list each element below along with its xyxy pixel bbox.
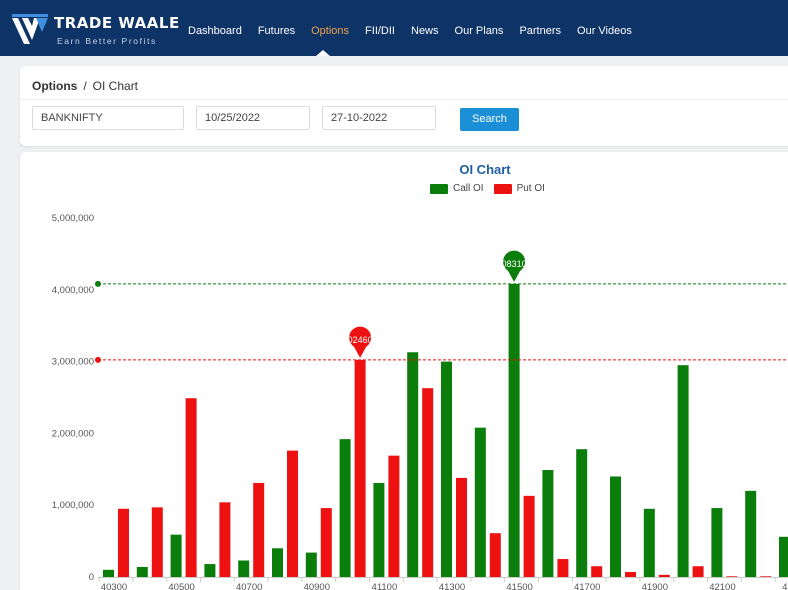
- brand-name: TRADE WAALE: [54, 14, 180, 32]
- x-tick-label: 424: [782, 582, 788, 590]
- call-oi-bar-40300: [103, 569, 114, 577]
- to-date-input[interactable]: 27-10-2022: [322, 106, 436, 130]
- nav-item-futures[interactable]: Futures: [257, 25, 296, 37]
- oi-bar-chart: 0 1,000,000 2,000,000 3,000,000 4,000,000 5,0…: [52, 213, 788, 590]
- x-tick-label: 40500: [168, 582, 194, 590]
- legend-put-label: Put OI: [516, 183, 545, 194]
- put-oi-bar-42200: [760, 576, 772, 577]
- y-tick-label: 1,000,000: [52, 500, 94, 511]
- call-oi-bar-41800: [610, 476, 621, 577]
- call-max-label: 4083100: [497, 259, 532, 269]
- call-oi-bar-40900: [305, 552, 317, 577]
- oi-chart-card: OI Chart Call OI Put OI 0 1,000,000 2,000,…: [20, 152, 788, 590]
- x-tick-label: 41100: [372, 582, 398, 590]
- call-oi-bar-40600: [204, 564, 216, 577]
- panel-divider: [20, 99, 788, 100]
- filter-panel: Options / OI Chart BANKNIFTY 10/25/2022 27…: [20, 66, 788, 146]
- put-oi-bar-40500: [185, 398, 197, 577]
- put-oi-bar-40600: [219, 502, 231, 577]
- legend-put-oi[interactable]: Put OI: [493, 183, 545, 194]
- call-oi-bar-40400: [136, 566, 148, 577]
- call-oi-bar-41700: [576, 449, 588, 577]
- put-oi-bar-41100: [388, 455, 400, 577]
- breadcrumb-current: OI Chart: [92, 79, 139, 93]
- put-oi-bar-41000: [354, 359, 366, 577]
- legend-call-oi[interactable]: Call OI: [430, 183, 484, 194]
- breadcrumb-parent[interactable]: Options: [32, 79, 78, 93]
- put-oi-bar-41700: [591, 566, 603, 577]
- call-oi-bar-41600: [542, 470, 554, 577]
- put-oi-bar-40700: [253, 482, 265, 577]
- x-tick-label: 41900: [642, 582, 668, 590]
- x-tick-label: 40300: [101, 582, 127, 590]
- legend-put-swatch: [493, 183, 512, 194]
- x-tick-label: 41500: [506, 582, 532, 590]
- call-oi-bar-41200: [407, 352, 419, 577]
- call-max-pin-icon: [503, 250, 526, 282]
- symbol-select[interactable]: BANKNIFTY: [32, 106, 184, 130]
- y-tick-label: 0: [89, 572, 94, 583]
- x-tick-label: 41300: [439, 582, 465, 590]
- x-tick-label: 41700: [574, 582, 600, 590]
- call-oi-bar-41000: [339, 439, 351, 577]
- y-tick-label: 5,000,000: [52, 213, 94, 224]
- y-tick-label: 4,000,000: [52, 285, 94, 296]
- put-max-pin-icon: [349, 326, 372, 358]
- nav-item-dashboard[interactable]: Dashboard: [188, 25, 242, 37]
- call-oi-bar-40500: [170, 534, 182, 577]
- y-tick-label: 2,000,000: [52, 428, 94, 439]
- put-oi-bar-40900: [320, 508, 332, 577]
- put-oi-bar-41600: [557, 559, 569, 577]
- nav-item-partners[interactable]: Partners: [519, 25, 562, 37]
- put-oi-bar-42000: [692, 566, 704, 577]
- x-tick-label: 40900: [304, 582, 330, 590]
- put-oi-bar-41200: [422, 388, 434, 577]
- nav-item-our-plans[interactable]: Our Plans: [454, 25, 504, 37]
- breadcrumb: Options / OI Chart: [32, 79, 138, 93]
- call-oi-bar-42200: [745, 490, 757, 577]
- put-max-dot: [95, 356, 101, 363]
- top-navbar: TRADE WAALE Earn Better Profits Dashboar…: [0, 0, 788, 56]
- call-oi-bar-41300: [441, 361, 452, 577]
- put-oi-bar-41300: [456, 477, 467, 577]
- brand-tagline: Earn Better Profits: [57, 36, 157, 46]
- breadcrumb-separator: /: [83, 79, 87, 93]
- nav-item-options[interactable]: Options: [311, 25, 350, 37]
- put-oi-bar-41400: [489, 533, 501, 577]
- nav-item-our-videos[interactable]: Our Videos: [577, 25, 632, 37]
- put-max-label: 3024600: [343, 335, 378, 345]
- call-oi-bar-40700: [238, 560, 250, 577]
- from-date-input[interactable]: 10/25/2022: [196, 106, 310, 130]
- put-oi-bar-40400: [151, 507, 163, 577]
- main-nav: Dashboard Futures Options FII/DII News Our Pl…: [180, 25, 640, 37]
- trade-waale-logo-icon[interactable]: [10, 12, 50, 48]
- call-oi-bar-42100: [711, 508, 723, 577]
- put-oi-bar-41900: [658, 574, 670, 577]
- put-oi-bar-42100: [726, 576, 738, 577]
- call-oi-bar-41400: [474, 427, 486, 577]
- put-oi-bar-41500: [523, 495, 535, 577]
- y-tick-label: 3,000,000: [52, 357, 94, 368]
- call-oi-bar-40800: [272, 548, 283, 577]
- chart-legend: Call OI Put OI: [430, 183, 555, 194]
- put-oi-bar-40800: [287, 450, 298, 577]
- nav-item-news[interactable]: News: [411, 25, 439, 37]
- call-oi-bar-42300: [779, 536, 788, 577]
- x-tick-label: 40700: [236, 582, 262, 590]
- put-oi-bar-41800: [625, 571, 636, 577]
- x-tick-label: 42100: [709, 582, 735, 590]
- call-oi-bar-41100: [373, 482, 385, 577]
- chart-title: OI Chart: [459, 162, 511, 177]
- nav-item-fii-dii[interactable]: FII/DII: [365, 25, 395, 37]
- legend-call-swatch: [430, 183, 448, 194]
- call-oi-bar-41900: [643, 508, 655, 577]
- put-oi-bar-40300: [118, 508, 129, 577]
- call-oi-bar-42000: [677, 365, 689, 577]
- call-oi-bar-41500: [508, 283, 520, 577]
- search-button[interactable]: Search: [460, 108, 519, 131]
- call-max-dot: [95, 280, 101, 287]
- legend-call-label: Call OI: [453, 183, 484, 194]
- active-nav-caret: [316, 50, 330, 56]
